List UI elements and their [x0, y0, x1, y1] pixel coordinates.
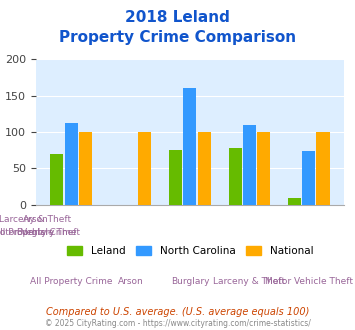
Text: Compared to U.S. average. (U.S. average equals 100): Compared to U.S. average. (U.S. average … [46, 307, 309, 317]
Bar [229, 148, 242, 205]
Bar [169, 150, 182, 205]
Bar [79, 132, 92, 205]
Bar [138, 132, 151, 205]
Bar [198, 132, 211, 205]
Text: 2018 Leland: 2018 Leland [125, 10, 230, 25]
Text: Motor Vehicle Theft: Motor Vehicle Theft [265, 277, 353, 286]
Text: Burglary: Burglary [16, 228, 55, 237]
Text: All Property Crime: All Property Crime [30, 277, 113, 286]
Bar [50, 154, 64, 205]
Bar [257, 132, 270, 205]
Bar [316, 132, 329, 205]
Bar [65, 122, 78, 205]
Legend: Leland, North Carolina, National: Leland, North Carolina, National [62, 242, 317, 260]
Bar [288, 198, 301, 205]
Text: Burglary: Burglary [171, 277, 209, 286]
Text: Arson: Arson [118, 277, 143, 286]
Bar [184, 88, 196, 205]
Text: © 2025 CityRating.com - https://www.cityrating.com/crime-statistics/: © 2025 CityRating.com - https://www.city… [45, 319, 310, 328]
Text: Larceny & Theft: Larceny & Theft [0, 215, 72, 224]
Bar [302, 151, 315, 205]
Text: Arson: Arson [23, 215, 48, 224]
Text: Larceny & Theft: Larceny & Theft [213, 277, 285, 286]
Text: Property Crime Comparison: Property Crime Comparison [59, 30, 296, 45]
Text: All Property Crime: All Property Crime [0, 228, 77, 237]
Text: Motor Vehicle Theft: Motor Vehicle Theft [0, 228, 80, 237]
Bar [243, 125, 256, 205]
